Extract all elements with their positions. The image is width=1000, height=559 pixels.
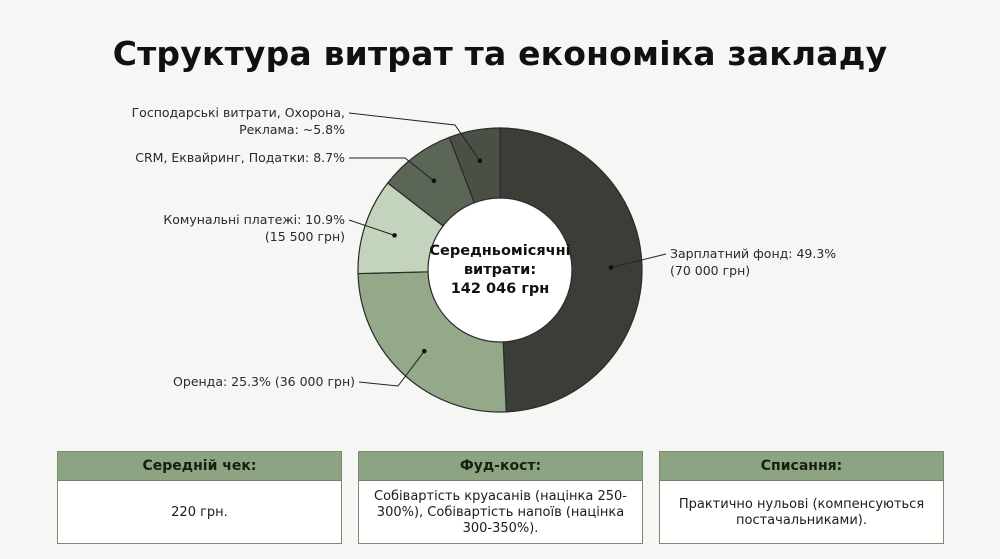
leader-dot <box>477 158 483 164</box>
leader-dot <box>421 348 427 354</box>
leader-line <box>348 219 395 236</box>
slice-label: Комунальні платежі: 10.9% (15 500 грн) <box>163 212 345 244</box>
card-body: Практично нульові (компенсуються постача… <box>678 496 925 528</box>
donut-slice <box>448 127 501 204</box>
card-header: Середній чек: <box>58 452 341 481</box>
donut-hole <box>429 199 571 341</box>
donut-chart: Зарплатний фонд: 49.3% (70 000 грн) Оренда… <box>132 105 836 413</box>
donut-slice <box>499 127 643 413</box>
leader-line <box>348 112 481 162</box>
leader-dot <box>431 178 437 184</box>
leader-line <box>610 253 667 269</box>
donut-slice <box>357 271 507 413</box>
slice-label: Господарські витрати, Охорона, Реклама: ~… <box>132 105 346 137</box>
slice-label: Оренда: 25.3% (36 000 грн) <box>173 374 355 389</box>
leader-line <box>349 157 435 182</box>
card-body: 220 грн. <box>171 504 228 520</box>
leader-dot <box>608 265 614 270</box>
leader-dot <box>392 233 397 238</box>
center-label: Середньомісячні витрати: 142 046 грн <box>429 243 570 297</box>
slice-label: CRM, Еквайринг, Податки: 8.7% <box>135 150 345 165</box>
card-body: Собівартість круасанів (націнка 250-300%… <box>374 488 627 536</box>
leader-line <box>358 350 425 387</box>
card-header: Списання: <box>660 452 943 481</box>
card-average-check: Середній чек: 220 грн. <box>57 451 342 544</box>
card-write-offs: Списання: Практично нульові (компенсують… <box>659 451 944 544</box>
card-food-cost: Фуд-кост: Собівартість круасанів (націнк… <box>358 451 643 544</box>
slice-label: Зарплатний фонд: 49.3% (70 000 грн) <box>670 246 836 278</box>
page-title: Структура витрат та економіка закладу <box>112 34 888 73</box>
card-header: Фуд-кост: <box>359 452 642 481</box>
